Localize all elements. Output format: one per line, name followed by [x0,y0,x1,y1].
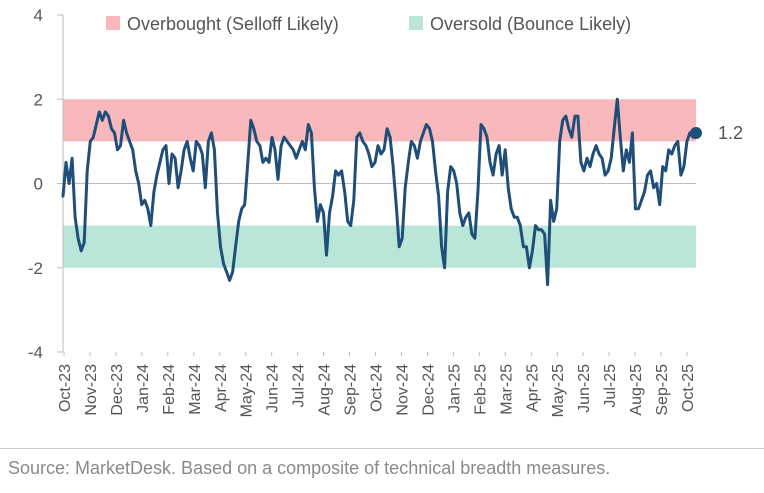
y-tick-label: 0 [34,175,43,194]
x-tick-label: Mar-25 [498,364,515,415]
x-tick-label: Aug-24 [317,364,334,416]
axes-layer: 4 2 0 -2 -4 Oct-23 Nov-23 Dec-23 Jan-24 Feb-24 Mar… [28,6,697,417]
x-tick-label: Nov-23 [83,364,100,416]
y-tick-label: 4 [34,6,43,25]
end-point-marker [690,126,702,139]
x-tick-label: Jan-25 [446,364,463,413]
x-tick-label: May-24 [239,364,256,417]
source-note: Source: MarketDesk. Based on a composite… [8,458,611,478]
band-0 [63,99,696,142]
x-tick-label: May-25 [550,364,567,417]
x-tick-label: Jul-25 [602,364,619,408]
x-tick-label: Nov-24 [394,364,411,416]
footer-divider [0,448,764,449]
x-tick-label: Jul-24 [291,364,308,408]
y-tick-label: -4 [28,343,43,362]
series-line [61,97,698,287]
x-tick-label: Apr-24 [213,364,230,412]
x-tick-label: Feb-24 [161,364,178,415]
series-layer: 1.2 [61,97,743,287]
x-tick-label: Oct-25 [680,364,697,412]
x-tick-label: Mar-24 [187,364,204,415]
x-tick-label: Jan-24 [135,364,152,413]
bands-layer [63,99,696,268]
x-tick-label: Jun-24 [265,364,282,413]
x-tick-label: Jun-25 [576,364,593,413]
x-tick-label: Feb-25 [472,364,489,415]
x-tick-label: Sep-25 [654,364,671,416]
legend: Overbought (Selloff Likely) Oversold (Bou… [106,14,631,34]
legend-label-0: Overbought (Selloff Likely) [127,14,339,34]
x-tick-label: Aug-25 [628,364,645,416]
x-tick-label: Oct-24 [369,364,386,412]
x-tick-label: Sep-24 [343,364,360,416]
x-tick-label: Apr-25 [524,364,541,412]
chart-canvas: 4 2 0 -2 -4 Oct-23 Nov-23 Dec-23 Jan-24 Feb-24 Mar… [28,6,743,417]
legend-swatch-0 [106,16,120,30]
x-tick-label: Oct-23 [57,364,74,412]
y-tick-label: 2 [34,90,43,109]
x-tick-label: Dec-23 [109,364,126,416]
legend-label-1: Oversold (Bounce Likely) [430,14,631,34]
x-tick-label: Dec-24 [420,364,437,416]
end-value-label: 1.2 [718,123,743,143]
y-tick-label: -2 [28,259,43,278]
legend-swatch-1 [409,16,423,30]
band-1 [63,225,696,268]
